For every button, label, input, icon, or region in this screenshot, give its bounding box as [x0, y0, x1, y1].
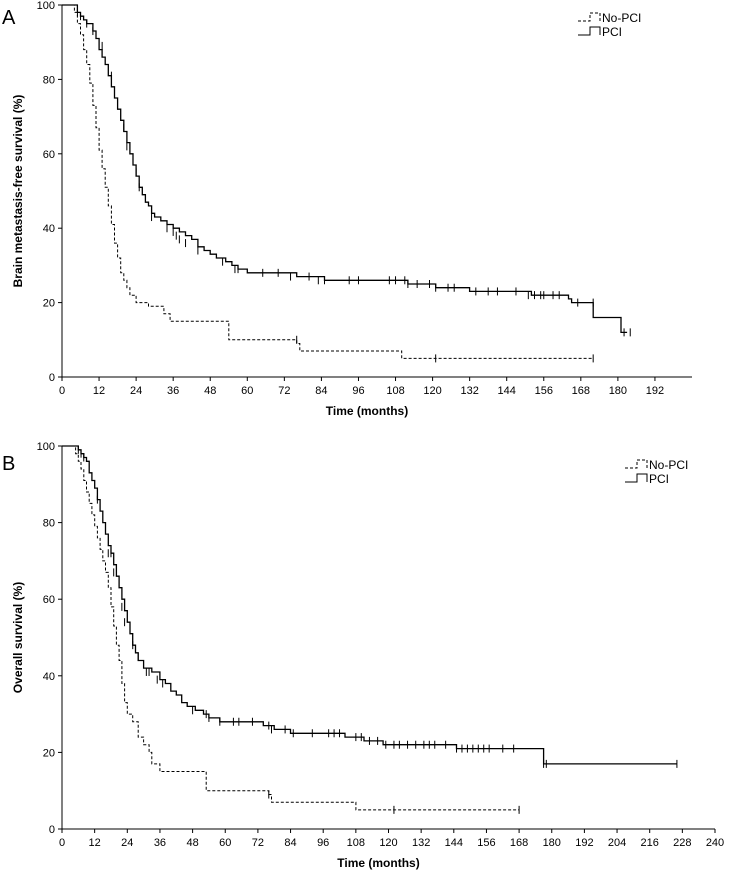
panel-label: B — [2, 453, 15, 475]
x-axis-title: Time (months) — [326, 404, 408, 418]
y-tick-label: 0 — [49, 372, 55, 384]
legend-label: PCI — [649, 472, 669, 486]
x-tick-label: 168 — [510, 837, 528, 849]
x-tick-label: 48 — [186, 837, 198, 849]
x-tick-label: 0 — [59, 385, 65, 397]
legend-symbol — [625, 459, 648, 469]
y-tick-label: 60 — [43, 594, 55, 606]
x-tick-label: 168 — [572, 385, 590, 397]
x-tick-label: 228 — [673, 837, 691, 849]
x-tick-label: 24 — [121, 837, 133, 849]
y-tick-label: 20 — [43, 298, 55, 310]
y-tick-label: 100 — [37, 0, 55, 12]
x-tick-label: 60 — [219, 837, 231, 849]
survival-curve — [62, 445, 520, 811]
y-tick-label: 80 — [43, 518, 55, 530]
y-tick-label: 60 — [43, 149, 55, 161]
x-tick-label: 48 — [204, 385, 216, 397]
series-no-pci — [62, 445, 520, 814]
x-tick-label: 132 — [460, 385, 478, 397]
y-tick-label: 0 — [49, 824, 55, 836]
x-tick-label: 36 — [154, 837, 166, 849]
legend-symbol — [578, 12, 601, 22]
x-tick-label: 84 — [284, 837, 296, 849]
legend-symbol — [578, 26, 601, 36]
y-tick-label: 40 — [43, 223, 55, 235]
x-tick-label: 204 — [608, 837, 626, 849]
legend-label: PCI — [602, 25, 622, 39]
x-tick-label: 144 — [445, 837, 463, 849]
x-tick-label: 240 — [706, 837, 724, 849]
x-tick-label: 192 — [646, 385, 664, 397]
x-tick-label: 96 — [317, 837, 329, 849]
x-tick-label: 12 — [93, 385, 105, 397]
x-tick-label: 24 — [130, 385, 142, 397]
y-tick-label: 80 — [43, 74, 55, 86]
x-tick-label: 120 — [423, 385, 441, 397]
panel-label: A — [2, 7, 16, 29]
x-tick-label: 120 — [379, 837, 397, 849]
x-axis-title: Time (months) — [337, 856, 419, 870]
x-tick-label: 132 — [412, 837, 430, 849]
x-tick-label: 36 — [167, 385, 179, 397]
panel-a: A 0 20 40 60 80 100 0 12 24 36 48 60 72 84 96 108 120 132 1… — [2, 0, 692, 418]
y-tick-label: 40 — [43, 671, 55, 683]
x-tick-label: 96 — [352, 385, 364, 397]
y-axis-title: Overall survival (%) — [11, 582, 25, 693]
y-tick-label: 100 — [37, 441, 55, 453]
x-tick-label: 180 — [543, 837, 561, 849]
x-tick-label: 72 — [252, 837, 264, 849]
survival-curve — [62, 4, 594, 359]
x-tick-label: 60 — [241, 385, 253, 397]
series-no-pci — [62, 4, 594, 363]
panel-b: B 0 20 40 60 80 100 0 12 24 36 48 60 72 84 96 108 120 132 1… — [2, 441, 724, 870]
legend-label: No-PCI — [649, 458, 688, 472]
survival-curve — [62, 445, 677, 765]
x-tick-label: 180 — [609, 385, 627, 397]
x-tick-label: 216 — [641, 837, 659, 849]
x-tick-label: 84 — [315, 385, 327, 397]
x-tick-label: 72 — [278, 385, 290, 397]
legend-symbol — [625, 473, 648, 483]
y-axis-title: Brain metastasis-free survival (%) — [11, 95, 25, 288]
x-tick-label: 156 — [535, 385, 553, 397]
x-tick-label: 144 — [498, 385, 516, 397]
legend-label: No-PCI — [602, 11, 641, 25]
x-tick-label: 156 — [477, 837, 495, 849]
x-tick-label: 108 — [386, 385, 404, 397]
x-tick-label: 192 — [575, 837, 593, 849]
series-pci — [62, 4, 631, 337]
y-tick-label: 20 — [43, 747, 55, 759]
x-tick-label: 12 — [89, 837, 101, 849]
x-tick-label: 0 — [59, 837, 65, 849]
series-pci — [62, 445, 678, 768]
survival-curve — [62, 4, 628, 334]
x-tick-label: 108 — [347, 837, 365, 849]
